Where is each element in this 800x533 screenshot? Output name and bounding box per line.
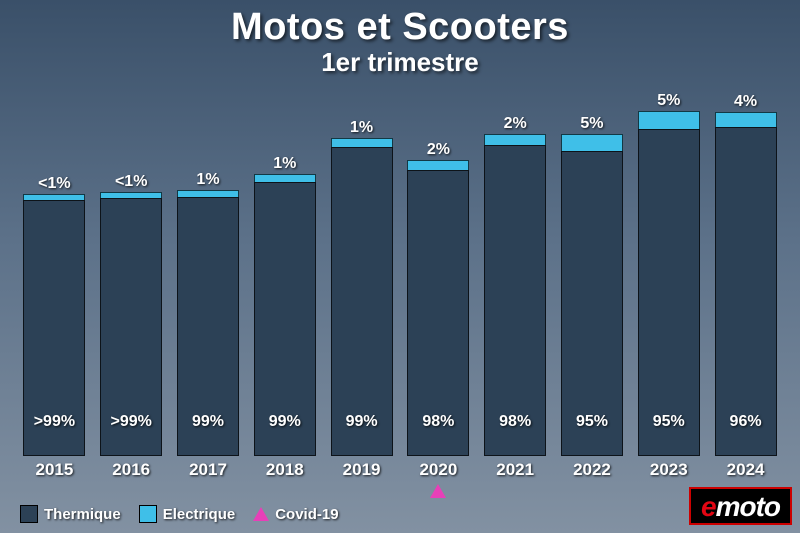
bar-label-thermique: >99% (24, 413, 84, 431)
bar-segment-electrique: 1% (177, 190, 239, 197)
bar-label-electrique: 2% (485, 115, 545, 133)
legend-item-covid: Covid-19 (253, 506, 338, 523)
legend-label-covid: Covid-19 (275, 506, 338, 523)
legend-item-thermique: Thermique (20, 505, 121, 523)
logo-rest: moto (716, 491, 780, 522)
legend-item-electrique: Electrique (139, 505, 236, 523)
bar-label-thermique: >99% (101, 413, 161, 431)
bar-segment-thermique: 99% (331, 147, 393, 456)
chart-title: Motos et Scooters (0, 0, 800, 49)
bar-group: 2% 98% 2021 (481, 100, 550, 480)
bar-group: <1%>99%2016 (97, 100, 166, 480)
bar-segment-thermique: 98% (484, 145, 546, 456)
chart-subtitle: 1er trimestre (0, 47, 800, 78)
bar-stack: 4% 96% (715, 112, 777, 456)
bar-stack: 2% 98% (484, 134, 546, 456)
bar-segment-electrique: 1% (331, 138, 393, 147)
bar-group: <1%>99%2015 (20, 100, 89, 480)
bar-year-label: 2018 (266, 460, 304, 480)
legend-label-electrique: Electrique (163, 506, 236, 523)
bar-segment-thermique: 99% (177, 197, 239, 456)
bar-segment-electrique: 4% (715, 112, 777, 127)
bar-year-label: 2017 (189, 460, 227, 480)
bar-label-electrique: 5% (562, 115, 622, 133)
chart-legend: Thermique Electrique Covid-19 (20, 505, 339, 523)
bar-segment-electrique: 2% (407, 160, 469, 170)
bar-label-electrique: 4% (716, 93, 776, 111)
bar-year-label: 2024 (727, 460, 765, 480)
bar-stack: 5% 95% (638, 111, 700, 456)
bar-year-label: 2019 (343, 460, 381, 480)
bar-label-thermique: 95% (639, 413, 699, 431)
bar-label-thermique: 99% (332, 413, 392, 431)
bar-label-electrique: <1% (24, 175, 84, 193)
bar-group: 2% 98% 2020 (404, 100, 473, 480)
bar-group: 5% 95% 2022 (558, 100, 627, 480)
bar-label-thermique: 96% (716, 413, 776, 431)
bar-segment-thermique: 95% (561, 151, 623, 456)
covid-marker-icon (430, 484, 446, 498)
legend-label-thermique: Thermique (44, 506, 121, 523)
bar-segment-electrique: 2% (484, 134, 546, 145)
bar-year-label: 2021 (496, 460, 534, 480)
bar-label-electrique: <1% (101, 173, 161, 191)
bar-stack: <1%>99% (23, 194, 85, 456)
bar-stack: 1% 99% (254, 174, 316, 456)
bar-year-label: 2023 (650, 460, 688, 480)
bar-stack: 1% 99% (177, 190, 239, 456)
triangle-covid-icon (253, 507, 269, 521)
bar-year-label: 2020 (419, 460, 457, 480)
bar-year-label: 2015 (35, 460, 73, 480)
bar-label-thermique: 95% (562, 413, 622, 431)
brand-logo: emoto (689, 487, 792, 525)
bar-group: 5% 95% 2023 (634, 100, 703, 480)
bar-label-thermique: 98% (408, 413, 468, 431)
bar-year-label: 2016 (112, 460, 150, 480)
bar-segment-thermique: 96% (715, 127, 777, 456)
bar-year-label: 2022 (573, 460, 611, 480)
bar-label-thermique: 99% (255, 413, 315, 431)
bar-label-thermique: 99% (178, 413, 238, 431)
bar-group: 1% 99% 2018 (250, 100, 319, 480)
bar-group: 4% 96% 2024 (711, 100, 780, 480)
bar-stack: <1%>99% (100, 192, 162, 456)
bar-segment-thermique: 95% (638, 129, 700, 456)
bar-segment-thermique: >99% (23, 200, 85, 456)
bar-segment-thermique: 98% (407, 170, 469, 456)
bar-stack: 2% 98% (407, 160, 469, 456)
bar-group: 1% 99% 2019 (327, 100, 396, 480)
bar-label-thermique: 98% (485, 413, 545, 431)
bar-segment-thermique: 99% (254, 182, 316, 456)
swatch-electrique-icon (139, 505, 157, 523)
bar-label-electrique: 5% (639, 92, 699, 110)
bar-segment-thermique: >99% (100, 198, 162, 456)
bar-chart: <1%>99%2015<1%>99%20161%99%20171%99%2018… (20, 100, 780, 480)
bar-stack: 1% 99% (331, 138, 393, 456)
bar-label-electrique: 1% (332, 119, 392, 137)
bar-label-electrique: 1% (178, 171, 238, 189)
bar-stack: 5% 95% (561, 134, 623, 456)
bar-group: 1% 99% 2017 (174, 100, 243, 480)
bar-label-electrique: 1% (255, 155, 315, 173)
logo-prefix: e (701, 491, 716, 522)
bar-label-electrique: 2% (408, 141, 468, 159)
bar-segment-electrique: 1% (254, 174, 316, 182)
swatch-thermique-icon (20, 505, 38, 523)
bar-segment-electrique: 5% (561, 134, 623, 151)
bar-segment-electrique: 5% (638, 111, 700, 129)
